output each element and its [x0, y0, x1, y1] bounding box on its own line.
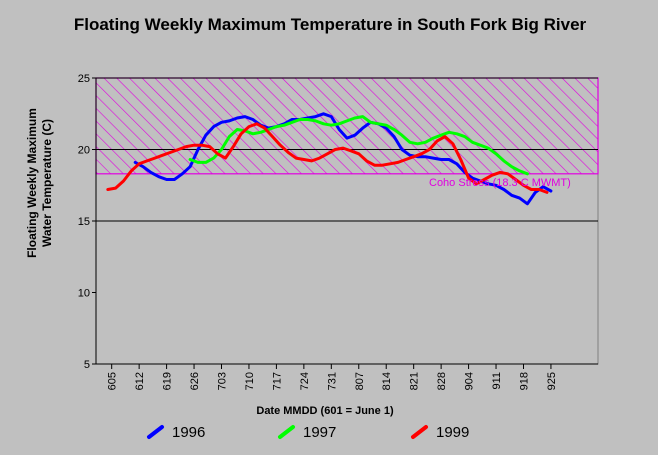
y-tick-label-20: 20 — [78, 145, 90, 157]
series-line-1999 — [106, 122, 549, 194]
x-tick-label-911: 911 — [491, 372, 503, 390]
x-tick-label-619: 619 — [162, 372, 174, 390]
chart-title: Floating Weekly Maximum Temperature in S… — [73, 15, 587, 34]
x-tick-label-724: 724 — [299, 372, 311, 390]
legend-label-1996: 1996 — [172, 424, 205, 441]
x-tick-label-626: 626 — [189, 372, 201, 390]
y-tick-label-25: 25 — [78, 73, 90, 85]
series-line-1997 — [188, 115, 529, 176]
x-tick-label-807: 807 — [354, 372, 366, 390]
x-tick-label-918: 918 — [518, 372, 530, 390]
x-tick-label-612: 612 — [134, 372, 146, 390]
legend-swatch-1996 — [147, 425, 164, 439]
threshold-label: Coho Stress (18.3 C MWMT) — [429, 177, 571, 189]
y-tick-label-10: 10 — [78, 288, 90, 300]
legend-swatch-1999 — [411, 425, 428, 439]
y-tick-label-15: 15 — [78, 216, 90, 228]
y-axis-label-line1: Floating Weekly Maximum — [25, 108, 39, 258]
legend-swatch-1997 — [278, 425, 295, 439]
threshold-band — [95, 77, 599, 175]
x-tick-label-703: 703 — [217, 372, 229, 390]
legend-label-1997: 1997 — [303, 424, 336, 441]
x-tick-label-821: 821 — [409, 372, 421, 390]
x-tick-label-710: 710 — [244, 372, 256, 390]
x-tick-label-904: 904 — [464, 372, 476, 390]
x-tick-label-828: 828 — [436, 372, 448, 390]
x-axis-label: Date MMDD (601 = June 1) — [256, 405, 394, 417]
x-tick-label-605: 605 — [107, 372, 119, 390]
y-tick-label-5: 5 — [84, 359, 90, 371]
legend: 1996 1997 1999 — [147, 424, 469, 441]
x-tick-label-717: 717 — [271, 372, 283, 390]
y-axis-label-line2: Water Temperature (C) — [40, 119, 54, 247]
legend-label-1999: 1999 — [436, 424, 469, 441]
x-tick-label-814: 814 — [381, 372, 393, 390]
x-tick-label-731: 731 — [326, 372, 338, 390]
x-tick-label-925: 925 — [546, 372, 558, 390]
